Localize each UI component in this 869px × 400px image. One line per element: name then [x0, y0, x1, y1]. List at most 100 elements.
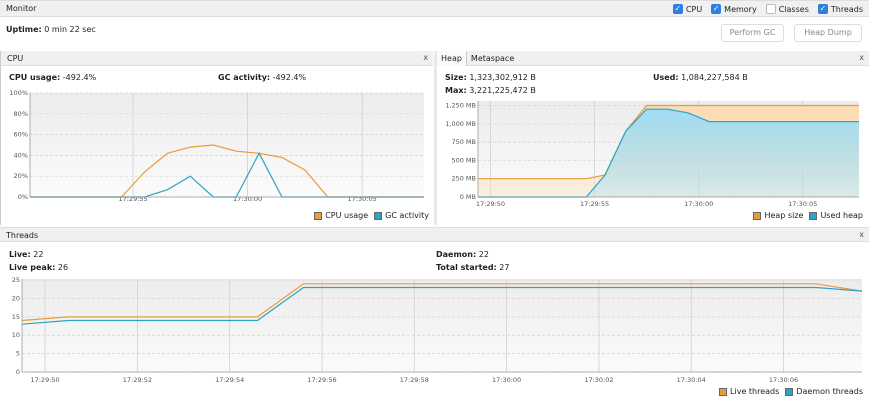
close-icon[interactable]: x: [423, 53, 428, 62]
y-tick-label: 5: [16, 350, 20, 358]
heap-size-label: Size:: [445, 73, 467, 82]
tab-heap[interactable]: Heap: [437, 51, 467, 66]
live-threads: Live: 22: [9, 250, 43, 259]
heap-used: Used: 1,084,227,584 B: [653, 73, 748, 82]
tab-metaspace[interactable]: Metaspace: [470, 54, 515, 63]
legend-swatch-live: [719, 387, 728, 396]
y-tick-label: 1,250 MB: [445, 102, 476, 110]
y-tick-label: 20: [12, 294, 20, 302]
uptime-value: 0 min 22 sec: [44, 25, 96, 34]
gc-activity-value: -492.4%: [272, 73, 307, 82]
checkmark-icon: ✓: [711, 4, 722, 14]
heap-dump-button[interactable]: Heap Dump: [794, 24, 862, 42]
checkbox-label: Threads: [830, 4, 863, 14]
threads-legend: Live threads Daemon threads: [713, 387, 863, 396]
cpu-checkbox[interactable]: ✓ CPU: [672, 4, 703, 14]
legend-swatch-cpu: [314, 211, 323, 220]
legend-gc-activity: GC activity: [385, 211, 429, 220]
cpu-usage: CPU usage: -492.4%: [9, 73, 96, 82]
x-tick-label: 17:29:56: [307, 376, 336, 384]
y-tick-label: 0 MB: [460, 193, 476, 201]
y-tick-label: 1,000 MB: [445, 120, 476, 128]
checkbox-label: Memory: [724, 4, 757, 14]
legend-heap-size: Heap size: [764, 211, 804, 220]
heap-used-value: 1,084,227,584 B: [681, 73, 748, 82]
x-tick-label: 17:29:58: [400, 376, 429, 384]
x-tick-label: 17:30:00: [233, 195, 262, 203]
y-tick-label: 20%: [14, 172, 28, 180]
checkbox-label: Classes: [778, 4, 809, 14]
used-heap-line: [478, 108, 859, 198]
x-tick-label: 17:30:00: [492, 376, 521, 384]
total-started: Total started: 27: [436, 263, 509, 272]
gc-activity-label: GC activity:: [218, 73, 271, 82]
heap-panel-header: Heap Metaspace x: [437, 51, 869, 66]
heap-size: Size: 1,323,302,912 B: [445, 73, 536, 82]
threads-checkbox[interactable]: ✓ Threads: [817, 4, 863, 14]
live-threads-line: [21, 283, 863, 322]
daemon-value: 22: [478, 250, 489, 259]
heap-max: Max: 3,221,225,472 B: [445, 86, 536, 95]
threads-chart: 0 5 10 15 20 25 17:29:50 17:29:52 17:29:54 17:29:…: [12, 276, 863, 384]
legend-live-threads: Live threads: [730, 387, 780, 396]
plot-area: [22, 279, 862, 372]
uptime: Uptime: 0 min 22 sec: [6, 25, 96, 34]
checkbox-label: CPU: [685, 4, 703, 14]
perform-gc-button[interactable]: Perform GC: [721, 24, 784, 42]
cpu-chart: 0% 20% 40% 60% 80% 100% 17:29:55 17:30:00 17:30:…: [9, 89, 424, 203]
legend-daemon-threads: Daemon threads: [796, 387, 863, 396]
checkmark-icon: ✓: [817, 4, 828, 14]
threads-title: Threads: [6, 231, 39, 240]
live-peak: Live peak: 26: [9, 263, 68, 272]
total-started-value: 27: [499, 263, 510, 272]
checkmark-icon: ✓: [672, 4, 683, 14]
legend-swatch-daemon: [785, 387, 794, 396]
x-tick-label: 17:29:50: [476, 200, 505, 208]
close-icon[interactable]: x: [859, 53, 864, 62]
x-tick-label: 17:30:04: [677, 376, 706, 384]
heap-max-value: 3,221,225,472 B: [469, 86, 536, 95]
x-tick-label: 17:30:00: [684, 200, 713, 208]
monitor-header: Monitor ✓ CPU ✓ Memory Classes ✓ Threads: [0, 0, 869, 17]
uptime-label: Uptime:: [6, 25, 42, 34]
daemon-threads: Daemon: 22: [436, 250, 489, 259]
y-tick-label: 250 MB: [451, 175, 476, 183]
legend-swatch-used-heap: [809, 211, 818, 220]
classes-checkbox[interactable]: Classes: [765, 4, 809, 14]
cpu-panel-header: CPU x: [0, 51, 433, 66]
y-tick-label: 0%: [18, 193, 28, 201]
y-tick-label: 80%: [14, 110, 28, 118]
heap-legend: Heap size Used heap: [747, 211, 863, 220]
x-tick-label: 17:29:55: [580, 200, 609, 208]
live-label: Live:: [9, 250, 31, 259]
x-tick-label: 17:30:06: [769, 376, 798, 384]
x-tick-label: 17:29:55: [118, 195, 147, 203]
cpu-legend: CPU usage GC activity: [308, 211, 429, 220]
live-value: 22: [33, 250, 44, 259]
y-tick-label: 500 MB: [451, 156, 476, 164]
legend-used-heap: Used heap: [820, 211, 863, 220]
y-tick-label: 60%: [14, 131, 28, 139]
checkbox-empty-icon: [765, 4, 776, 14]
gc-activity: GC activity: -492.4%: [218, 73, 306, 82]
x-tick-label: 17:29:54: [215, 376, 244, 384]
used-heap-area: [478, 109, 859, 197]
x-tick-label: 17:29:52: [123, 376, 152, 384]
memory-checkbox[interactable]: ✓ Memory: [711, 4, 757, 14]
live-peak-value: 26: [57, 263, 69, 272]
y-tick-label: 100%: [9, 89, 28, 97]
close-icon[interactable]: x: [859, 230, 864, 239]
splitter[interactable]: [434, 51, 437, 225]
cpu-title: CPU: [7, 54, 24, 63]
view-toggles: ✓ CPU ✓ Memory Classes ✓ Threads: [664, 4, 863, 14]
heap-max-label: Max:: [445, 86, 467, 95]
plot-area: [30, 93, 424, 197]
daemon-threads-line: [21, 286, 863, 325]
y-tick-label: 10: [12, 331, 20, 339]
live-peak-label: Live peak:: [9, 263, 56, 272]
cpu-usage-line: [30, 144, 424, 198]
heap-size-value: 1,323,302,912 B: [469, 73, 536, 82]
legend-swatch-gc: [374, 211, 383, 220]
legend-cpu-usage: CPU usage: [325, 211, 369, 220]
y-tick-label: 0: [16, 368, 20, 376]
